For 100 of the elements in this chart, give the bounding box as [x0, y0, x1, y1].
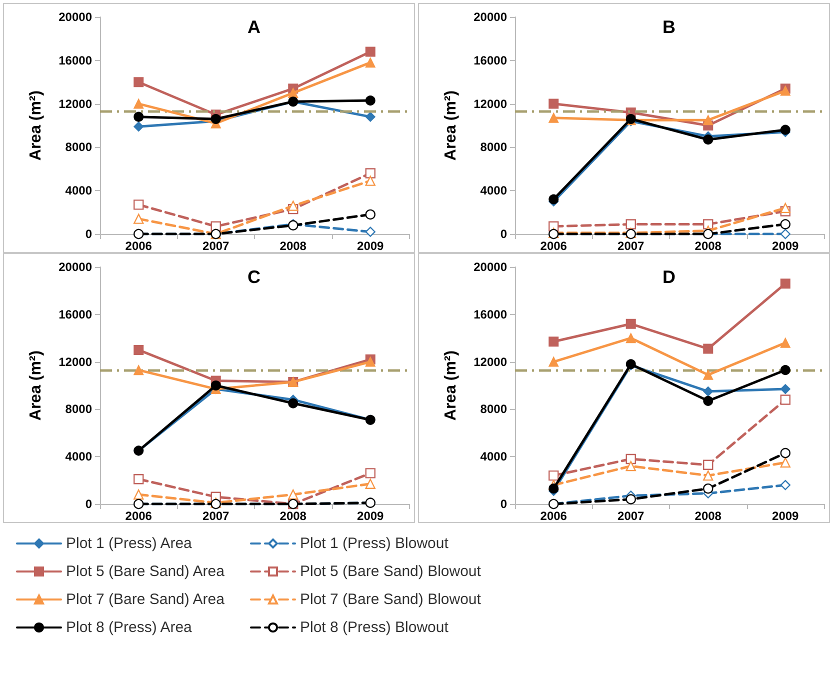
point	[703, 470, 714, 481]
point	[134, 344, 144, 355]
y-tick-label: 8000	[480, 140, 508, 154]
y-tick-label: 20000	[58, 10, 92, 24]
y-tick-label: 12000	[58, 96, 92, 111]
y-tick-label: 16000	[474, 53, 508, 68]
point	[780, 124, 790, 135]
legend-label: Plot 8 (Press) Blowout	[300, 619, 450, 636]
point	[288, 200, 298, 211]
point	[780, 457, 790, 468]
point	[703, 386, 714, 396]
x-tick-label: 2006	[125, 239, 152, 253]
y-tick-label: 8000	[480, 402, 508, 416]
point	[210, 380, 221, 390]
point	[780, 278, 790, 289]
point	[548, 470, 559, 481]
point	[626, 454, 636, 464]
y-axis-title: Area (m²)	[442, 350, 460, 421]
point	[780, 384, 790, 394]
legend-label: Plot 5 (Bare Sand) Area	[66, 563, 226, 580]
point	[134, 214, 144, 224]
point	[134, 98, 144, 109]
y-tick-label: 20000	[474, 260, 508, 274]
y-tick-label: 16000	[58, 307, 92, 322]
point	[548, 112, 559, 123]
point	[365, 209, 376, 220]
point	[780, 338, 790, 348]
chart-title: D	[662, 267, 676, 287]
chart-title: C	[248, 267, 260, 287]
x-tick-label: 2009	[772, 509, 800, 523]
y-tick-label: 0	[500, 227, 508, 241]
point	[288, 88, 298, 98]
y-axis-title: Area (m²)	[28, 350, 44, 421]
y-tick-label: 12000	[58, 354, 92, 369]
point	[703, 344, 714, 354]
point	[365, 58, 376, 68]
legend-label: Plot 1 (Press) Blowout	[300, 535, 450, 552]
point	[703, 460, 714, 470]
x-tick-label: 2007	[202, 509, 230, 523]
x-tick-label: 2006	[540, 239, 568, 253]
y-axis-title: Area (m²)	[442, 90, 460, 161]
y-tick-label: 0	[85, 497, 92, 511]
point	[365, 478, 376, 489]
y-tick-label: 4000	[480, 450, 508, 464]
legend-label: Plot 7 (Bare Sand) Blowout	[300, 591, 482, 608]
point	[703, 115, 714, 126]
point	[134, 122, 144, 132]
point	[780, 480, 790, 490]
chart-title: A	[248, 17, 260, 37]
point	[134, 112, 144, 122]
point	[365, 46, 376, 57]
legend-label: Plot 8 (Press) Area	[66, 619, 193, 636]
point	[134, 489, 144, 500]
y-tick-label: 4000	[65, 184, 92, 198]
x-tick-label: 2006	[540, 509, 568, 523]
point	[365, 112, 376, 122]
x-tick-label: 2007	[618, 239, 645, 253]
x-tick-label: 2008	[280, 509, 307, 523]
y-tick-label: 4000	[65, 450, 92, 464]
y-tick-label: 16000	[58, 53, 92, 68]
point	[548, 356, 559, 367]
point	[703, 134, 714, 145]
point	[134, 77, 144, 88]
y-tick-label: 0	[500, 497, 508, 511]
point	[365, 96, 376, 106]
x-tick-label: 2009	[357, 509, 384, 523]
point	[703, 483, 714, 494]
x-tick-label: 2008	[694, 509, 722, 523]
y-tick-label: 12000	[474, 96, 508, 111]
y-tick-label: 20000	[474, 10, 508, 24]
x-tick-label: 2009	[357, 239, 384, 253]
point	[780, 219, 790, 230]
y-tick-label: 12000	[474, 354, 508, 369]
point	[703, 396, 714, 406]
point	[780, 228, 790, 240]
y-axis-title: Area (m²)	[28, 90, 44, 161]
point	[134, 200, 144, 210]
x-tick-label: 2008	[280, 239, 307, 253]
x-tick-label: 2008	[694, 239, 722, 253]
point	[626, 494, 636, 504]
legend-label: Plot 7 (Bare Sand) Area	[66, 591, 226, 608]
chart-title: B	[662, 17, 676, 37]
point	[780, 202, 790, 214]
x-tick-label: 2007	[202, 239, 230, 253]
point	[210, 114, 221, 124]
y-tick-label: 8000	[65, 402, 92, 416]
x-tick-label: 2007	[618, 509, 645, 523]
point	[288, 489, 298, 500]
y-tick-label: 4000	[480, 184, 508, 198]
point	[134, 365, 144, 376]
point	[626, 333, 636, 344]
point	[365, 468, 376, 478]
y-tick-label: 16000	[474, 307, 508, 322]
y-tick-label: 20000	[58, 260, 92, 274]
point	[548, 98, 559, 109]
point	[134, 474, 144, 484]
point	[548, 336, 559, 347]
legend-label: Plot 1 (Press) Area	[66, 535, 193, 552]
point	[288, 398, 298, 408]
point	[626, 460, 636, 472]
